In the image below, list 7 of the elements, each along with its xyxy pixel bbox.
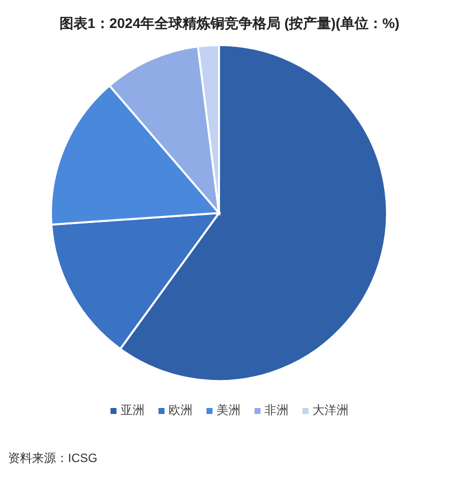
legend-label: 非洲 [264, 403, 288, 417]
title: 图表1：2024年全球精炼铜竞争格局 (按产量)(单位：%) [60, 15, 400, 31]
legend-label: 亚洲 [120, 403, 144, 417]
legend-label: 欧洲 [168, 403, 192, 417]
annotation: 资料来源：ICSG [8, 451, 98, 465]
legend-label: 美洲 [216, 403, 240, 417]
legend-label: 大洋洲 [312, 403, 348, 417]
